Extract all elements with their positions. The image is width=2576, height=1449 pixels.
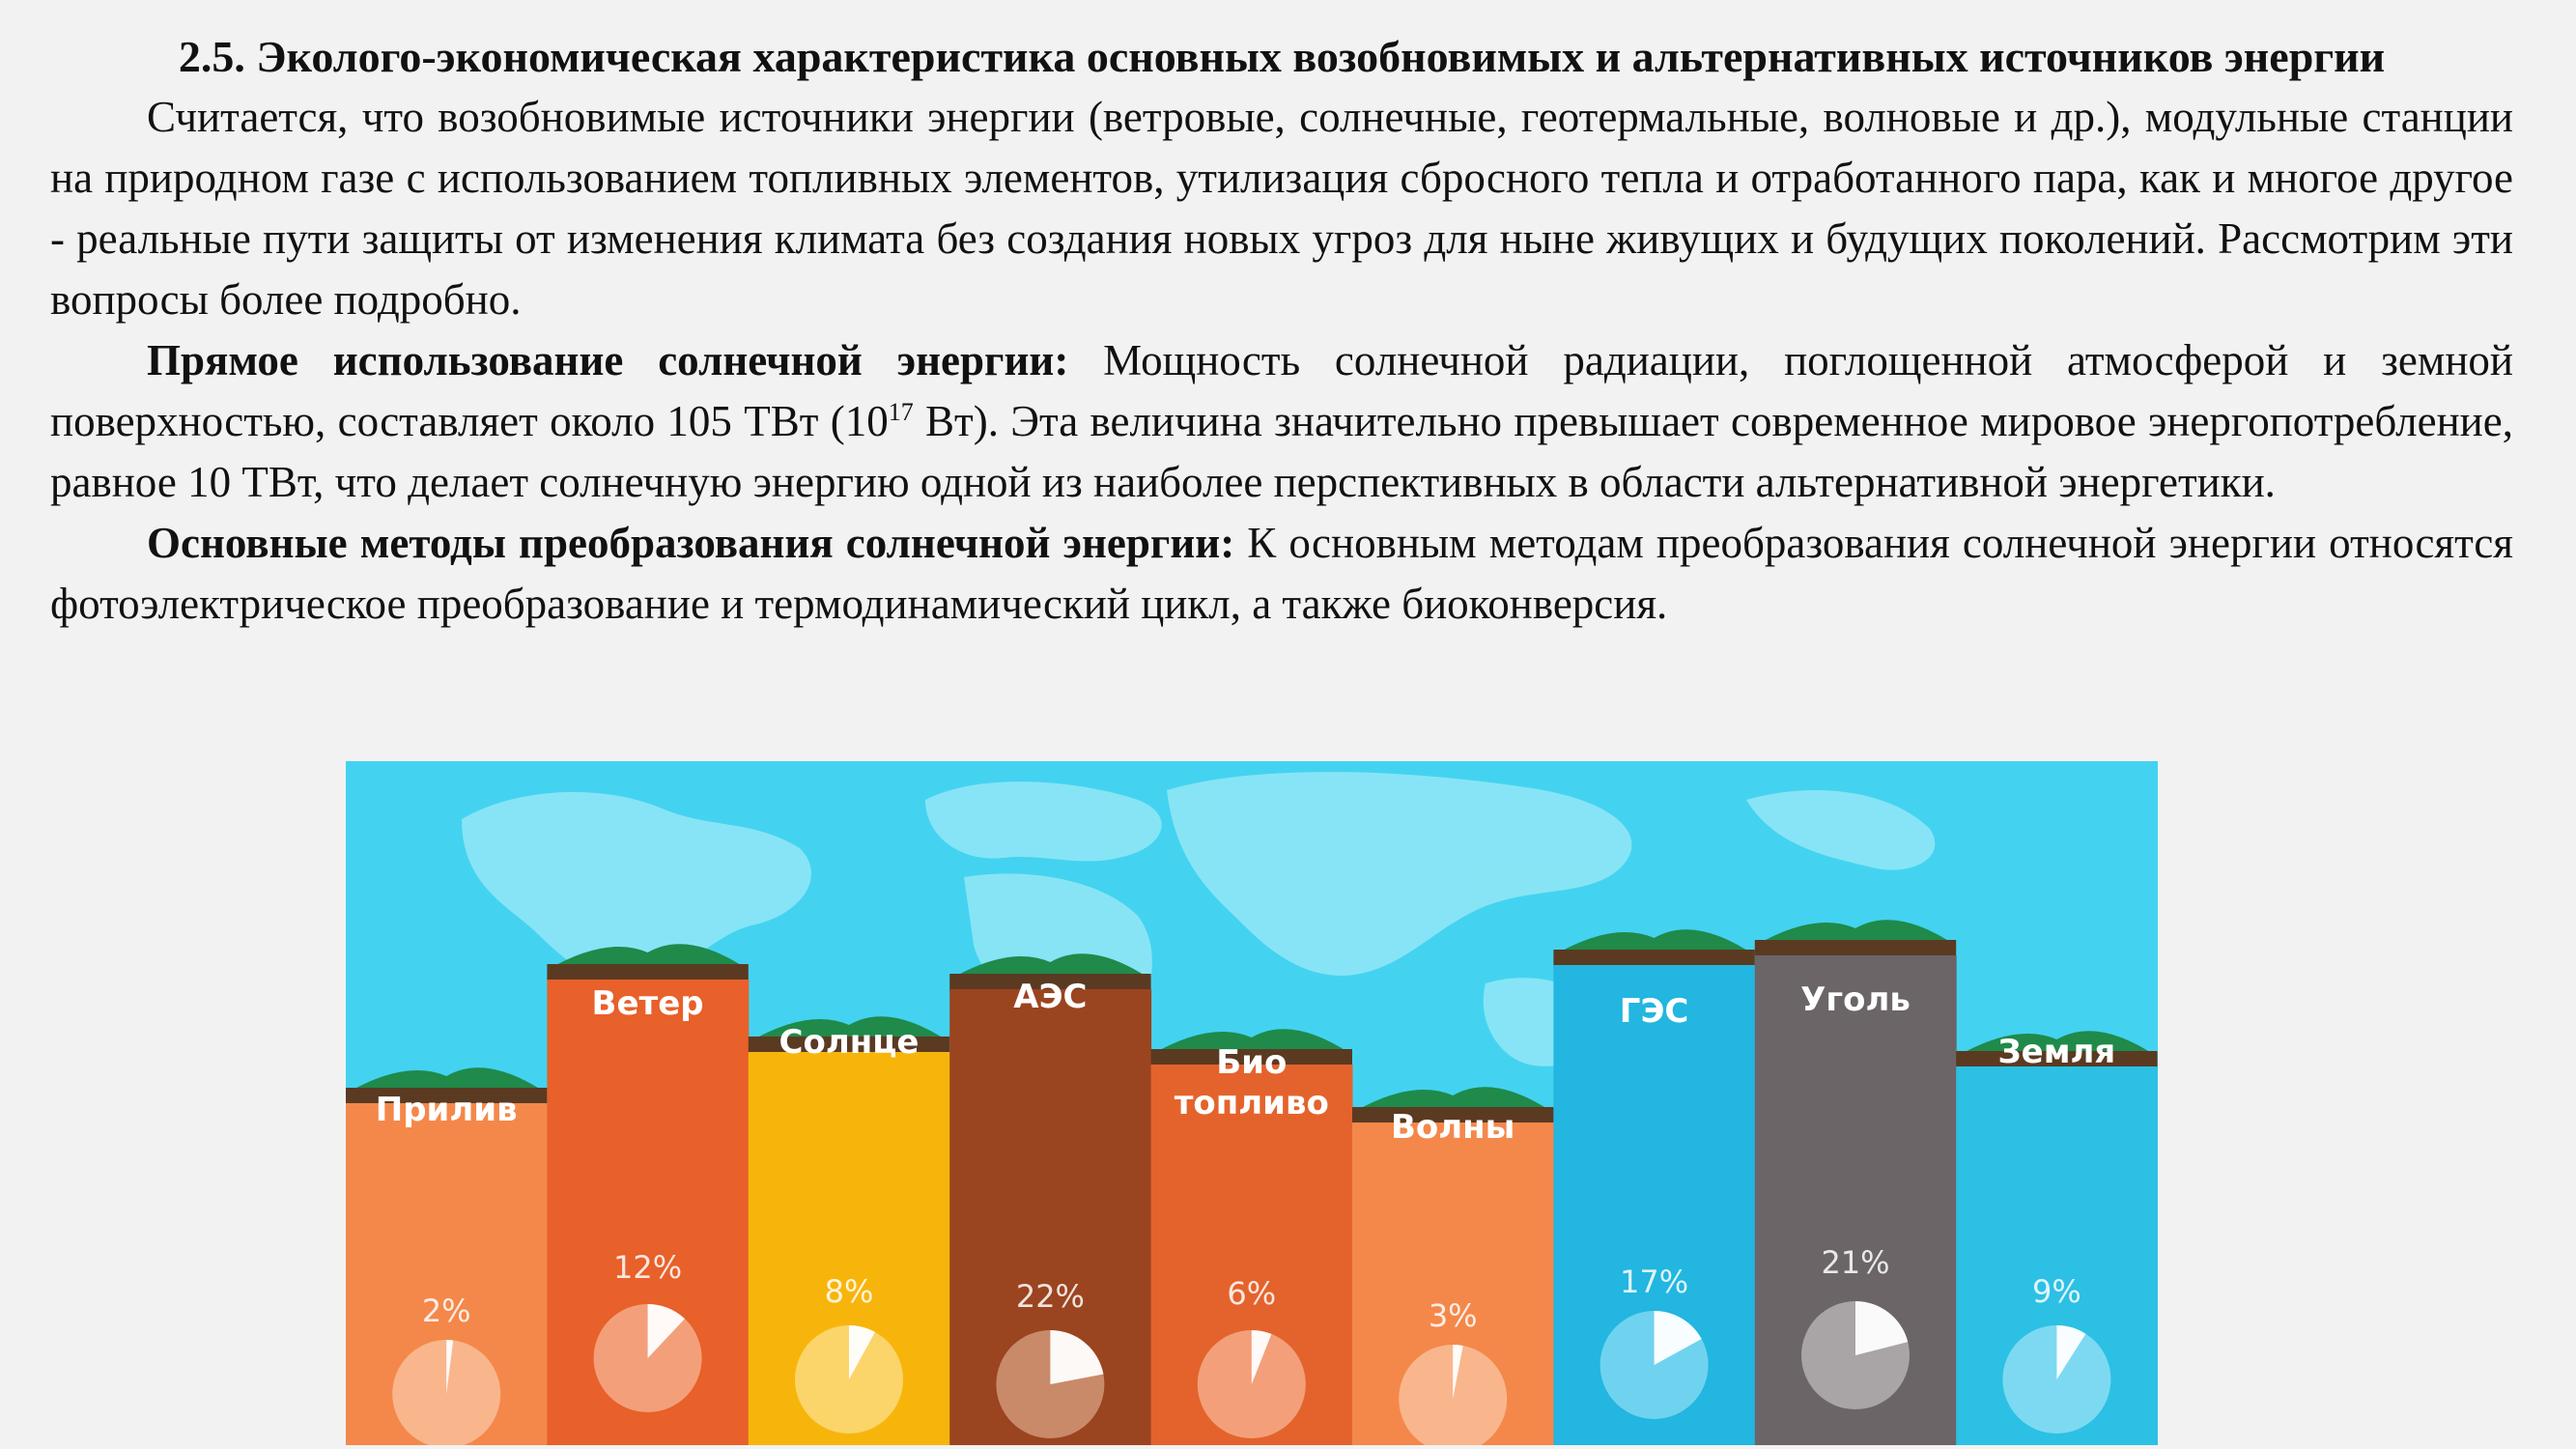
column-cap-8 — [1956, 1031, 2158, 1057]
column-percent: 8% — [825, 1273, 874, 1310]
column-cap-4 — [1150, 1029, 1352, 1055]
column-label: Прилив — [376, 1091, 518, 1129]
column-soil-8 — [1956, 1051, 2158, 1068]
column-soil-7 — [1754, 940, 1957, 957]
column-cap-3 — [949, 953, 1151, 980]
column-percent: 17% — [1620, 1264, 1688, 1300]
paragraph-conversion-methods-text: К основным методам преобразования солнеч… — [50, 519, 2513, 628]
paragraph-solar-direct-text-b: Вт). Эта величина значительно превышает … — [50, 397, 2513, 506]
pie-chart-icon — [2002, 1325, 2111, 1434]
column-percent: 12% — [613, 1249, 682, 1286]
column-cap-6 — [1553, 929, 1755, 955]
column-percent: 21% — [1821, 1244, 1889, 1281]
column-soil-2 — [748, 1037, 950, 1054]
column-percent: 3% — [1429, 1297, 1478, 1334]
section-title: 2.5. Эколого-экономическая характеристик… — [178, 32, 2386, 81]
exponent: 17 — [888, 398, 914, 426]
column-label: Волны — [1391, 1108, 1514, 1147]
paragraph-conversion-methods: Основные методы преобразования солнечной… — [50, 513, 2513, 635]
column-soil-4 — [1150, 1049, 1352, 1066]
pie-chart-icon — [593, 1304, 702, 1412]
pie-slice-Земля — [2056, 1325, 2086, 1379]
column-cap-2 — [748, 1016, 950, 1042]
pie-chart-icon — [1197, 1330, 1306, 1438]
column-percent: 9% — [2032, 1273, 2081, 1310]
column-label: Био — [1216, 1043, 1287, 1082]
column-label: ГЭС — [1620, 992, 1689, 1031]
paragraph-solar-direct-lead: Прямое использование солнечной энергии: — [147, 336, 1069, 384]
column-label: Земля — [1998, 1033, 2116, 1071]
text-block: 2.5. Эколого-экономическая характеристик… — [50, 27, 2513, 635]
column-percent: 22% — [1016, 1278, 1085, 1315]
column-percent: 6% — [1227, 1275, 1276, 1312]
pie-slice-Био — [1251, 1330, 1272, 1384]
column-percent: 2% — [422, 1293, 471, 1329]
column-soil-1 — [547, 964, 749, 981]
paragraph-solar-direct-text-a: Мощность солнечной радиации, поглощенной… — [50, 336, 2513, 445]
column-label: Солнце — [779, 1023, 920, 1062]
column-cap-7 — [1754, 920, 1957, 946]
columns-group: Прилив 2% Ветер 12% Солнце 8% АЭС 22% Биотопливо… — [346, 920, 2158, 1445]
paragraph-conversion-methods-lead: Основные методы преобразования солнечной… — [147, 519, 1235, 567]
column-label: Ветер — [592, 984, 704, 1023]
paragraph-solar-direct: Прямое использование солнечной энергии: … — [50, 330, 2513, 513]
column-soil-3 — [949, 974, 1151, 991]
pie-slice-Ветер — [647, 1304, 685, 1358]
pie-slice-АЭС — [1050, 1330, 1104, 1384]
pie-slice-Солнце — [849, 1325, 875, 1379]
column-soil-5 — [1352, 1107, 1554, 1124]
pie-slice-Волны — [1453, 1345, 1463, 1399]
column-cap-5 — [1352, 1087, 1554, 1113]
column-label-line2: топливо — [1175, 1084, 1329, 1122]
column-soil-0 — [346, 1088, 548, 1105]
column-label: Уголь — [1800, 980, 1911, 1019]
pie-slice-Прилив — [446, 1340, 454, 1394]
column-label: АЭС — [1013, 978, 1087, 1016]
pie-slice-Уголь — [1855, 1301, 1909, 1355]
column-cap-0 — [346, 1067, 548, 1094]
energy-sources-infographic: Прилив 2% Ветер 12% Солнце 8% АЭС 22% Био топливо… — [346, 761, 2158, 1445]
column-soil-6 — [1553, 950, 1755, 967]
infographic-svg: Прилив 2% Ветер 12% Солнце 8% АЭС 22% Биотопливо… — [346, 761, 2158, 1445]
paragraph-intro: Считается, что возобновимые источники эн… — [50, 93, 2513, 324]
column-cap-1 — [547, 944, 749, 970]
pie-slice-ГЭС — [1654, 1311, 1702, 1365]
